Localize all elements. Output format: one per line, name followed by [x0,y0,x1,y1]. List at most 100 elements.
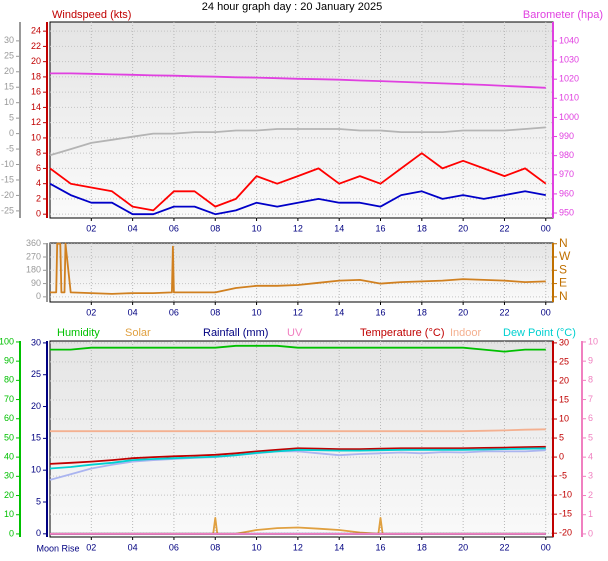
y-tick-label: 8 [36,148,41,158]
x-tick-label: 18 [417,542,427,552]
y-tick-label: 60 [4,413,14,423]
y-tick-label: 1040 [559,35,579,45]
x-tick-label: 12 [293,542,303,552]
y-tick-label: 16 [31,87,41,97]
chart-title: 24 hour graph day : 20 January 2025 [202,1,382,13]
series-line [50,517,546,535]
y-tick-label: 80 [4,375,14,385]
x-tick-label: 18 [417,307,427,317]
y-tick-label: 360 [26,238,41,248]
y-tick-label: 18 [31,71,41,81]
y-tick-label: 10 [31,465,41,475]
y-tick-label: 20 [31,401,41,411]
y-tick-label: 10 [4,509,14,519]
y-tick-label: N [559,289,568,303]
y-tick-label: 5 [9,113,14,123]
x-tick-label: 08 [210,307,220,317]
x-tick-label: 16 [376,542,386,552]
x-tick-label: 14 [334,542,344,552]
y-tick-label: 990 [559,131,574,141]
y-tick-label: 14 [31,102,41,112]
x-tick-label: 16 [376,307,386,317]
legend-entry: Humidity [57,327,100,339]
y-tick-label: 5 [559,432,564,442]
y-tick-label: 0 [9,528,14,538]
x-tick-label: 08 [210,542,220,552]
y-tick-label: 30 [4,35,14,45]
x-tick-label: 18 [417,223,427,233]
plot-area [49,21,554,219]
y-tick-label: 10 [31,132,41,142]
y-tick-label: 25 [4,51,14,61]
y-tick-label: 1030 [559,54,579,64]
y-tick-label: 0 [559,451,564,461]
y-tick-label: 20 [4,490,14,500]
y-tick-label: 6 [588,413,593,423]
y-tick-label: 1020 [559,74,579,84]
y-tick-label: 1010 [559,93,579,103]
y-tick-label: 4 [588,452,593,462]
y-tick-label: 5 [36,496,41,506]
y-tick-label: 0 [36,291,41,301]
y-tick-label: 10 [4,97,14,107]
legend-entry: Rainfall (mm) [203,327,268,339]
series-line [50,242,546,295]
x-tick-label: 12 [293,307,303,317]
y-tick-label: 24 [31,26,41,36]
x-tick-label: 02 [86,307,96,317]
y-tick-label: 90 [31,278,41,288]
series-line [50,72,546,89]
x-tick-label: 20 [458,542,468,552]
y-tick-label: -25 [1,205,14,215]
legend-entry: Temperature (°C) [360,327,444,339]
y-tick-label: 10 [559,413,569,423]
y-tick-label: -10 [1,159,14,169]
y-tick-label: N [559,236,568,250]
y-tick-label: 25 [31,369,41,379]
y-tick-label: 30 [31,337,41,347]
y-tick-label: 970 [559,169,574,179]
x-tick-label: 00 [541,542,551,552]
y-tick-label: 0 [588,528,593,538]
y-tick-label: 2 [588,490,593,500]
legend-entry: Indoor [450,327,482,339]
y-tick-label: 4 [36,178,41,188]
series-line [49,152,547,212]
y-tick-label: 20 [4,66,14,76]
windspeed-label: Windspeed (kts) [52,9,131,21]
y-tick-label: 3 [588,471,593,481]
y-tick-label: 950 [559,207,574,217]
y-tick-label: -15 [559,509,572,519]
x-tick-label: 00 [541,223,551,233]
plot-area [49,242,554,303]
y-tick-label: 40 [4,452,14,462]
y-tick-label: 0 [9,128,14,138]
series-line [49,445,546,465]
x-tick-label: 06 [169,542,179,552]
y-tick-label: 90 [4,356,14,366]
series-line [50,344,546,353]
y-tick-label: -20 [559,528,572,538]
y-tick-label: 0 [36,528,41,538]
y-tick-label: 15 [4,82,14,92]
y-tick-label: W [559,249,571,263]
y-tick-label: E [559,276,567,290]
x-tick-label: 02 [86,542,96,552]
x-tick-label: 06 [169,223,179,233]
y-tick-label: 15 [31,433,41,443]
y-tick-label: 5 [588,432,593,442]
y-tick-label: 10 [588,336,598,346]
x-tick-label: 12 [293,223,303,233]
y-tick-label: 70 [4,394,14,404]
x-tick-label: 00 [541,307,551,317]
y-tick-label: 30 [4,471,14,481]
y-tick-label: 7 [588,394,593,404]
x-tick-label: 20 [458,223,468,233]
y-tick-label: 8 [588,375,593,385]
y-tick-label: 100 [0,336,14,346]
x-tick-label: 04 [128,223,138,233]
y-tick-label: 12 [31,117,41,127]
x-tick-label: 14 [334,307,344,317]
x-tick-label: 16 [376,223,386,233]
